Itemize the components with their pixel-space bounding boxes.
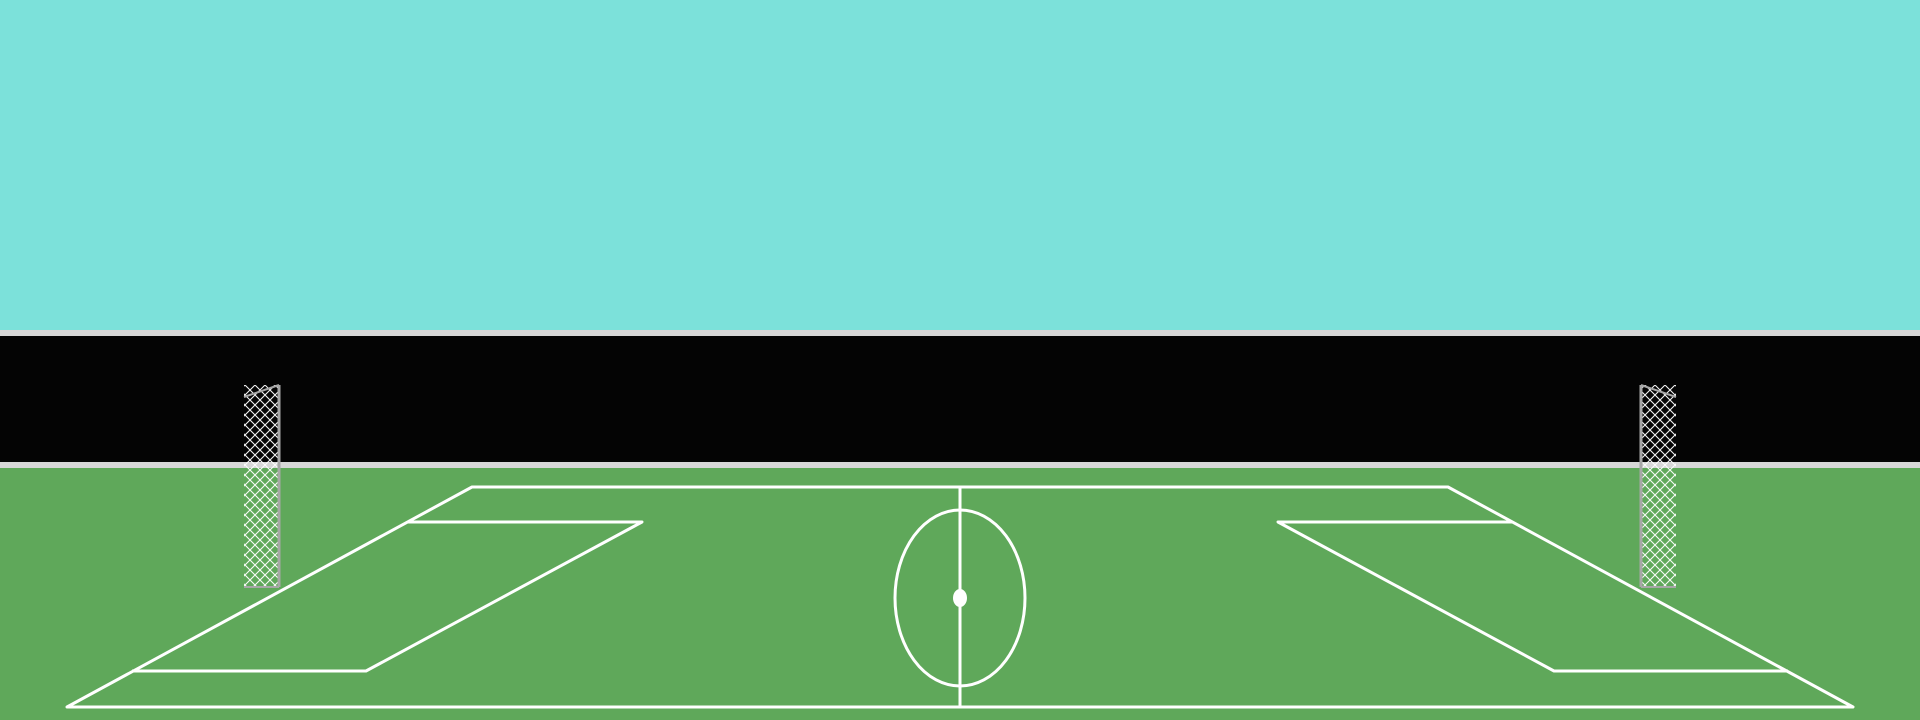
- stadium-barrier: [0, 330, 1920, 470]
- sky-background: [0, 0, 1920, 330]
- grass-pitch: [0, 468, 1920, 720]
- barrier-bottom-rail: [0, 462, 1920, 468]
- barrier-top-rail: [0, 330, 1920, 336]
